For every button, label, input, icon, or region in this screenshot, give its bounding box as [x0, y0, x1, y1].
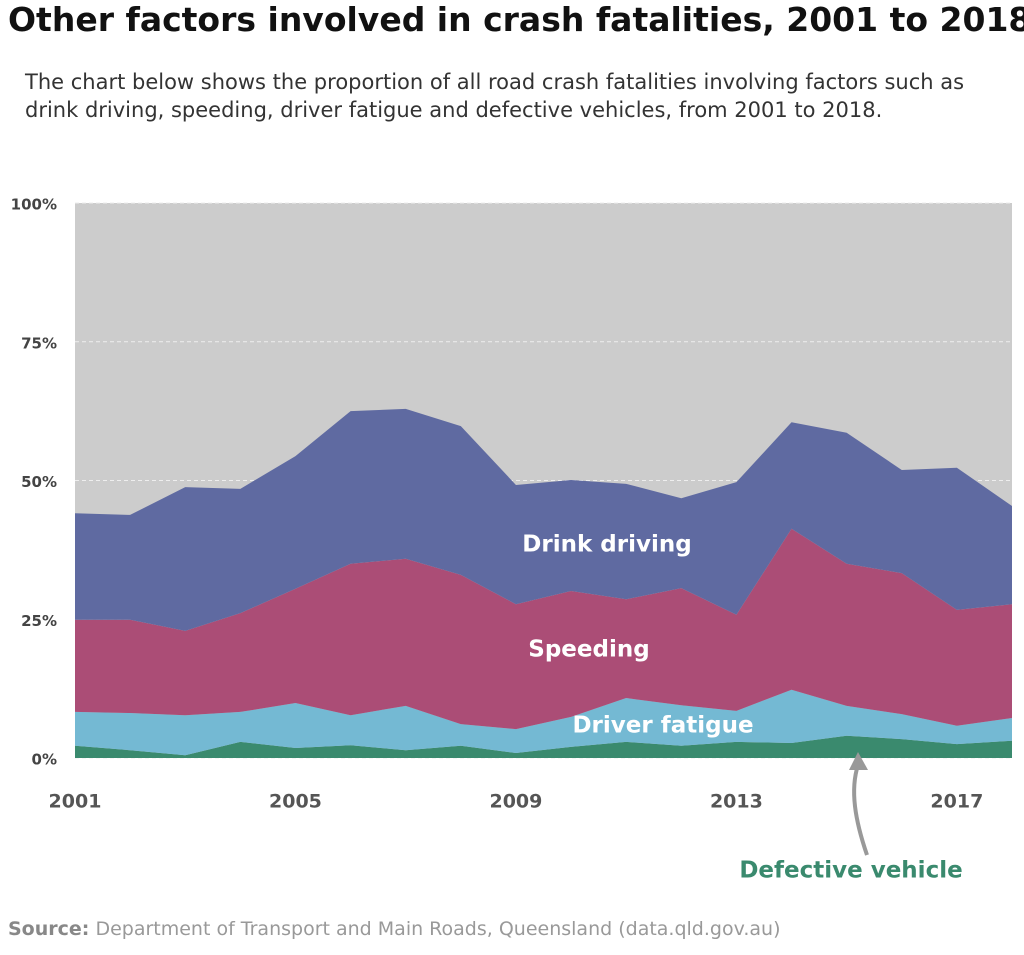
series-label: Speeding: [528, 637, 649, 663]
area: [75, 735, 1012, 758]
chart-title: Other factors involved in crash fataliti…: [8, 0, 1024, 39]
source-label: Source:: [8, 918, 90, 940]
area: [75, 408, 1012, 631]
series-label: Driver fatigue: [572, 713, 753, 739]
source: Source: Department of Transport and Main…: [8, 918, 781, 940]
annotation-arrow: [852, 764, 869, 856]
x-tick-label: 2001: [49, 791, 102, 813]
series-label: Defective vehicle: [739, 858, 962, 884]
y-tick-label: 50%: [21, 473, 57, 491]
x-tick-label: 2017: [930, 791, 983, 813]
y-tick-label: 75%: [21, 334, 57, 352]
area: [75, 689, 1012, 756]
series-label: Drink driving: [522, 532, 691, 558]
chart-subtitle: The chart below shows the proportion of …: [25, 70, 965, 122]
x-tick-label: 2013: [710, 791, 763, 813]
x-tick-label: 2005: [269, 791, 322, 813]
y-tick-label: 25%: [21, 612, 57, 630]
area: [75, 528, 1012, 730]
source-text: Department of Transport and Main Roads, …: [95, 918, 781, 940]
annotation-arrowhead: [849, 752, 868, 770]
x-tick-label: 2009: [489, 791, 542, 813]
y-tick-label: 0%: [32, 751, 57, 769]
y-tick-label: 100%: [11, 196, 57, 214]
